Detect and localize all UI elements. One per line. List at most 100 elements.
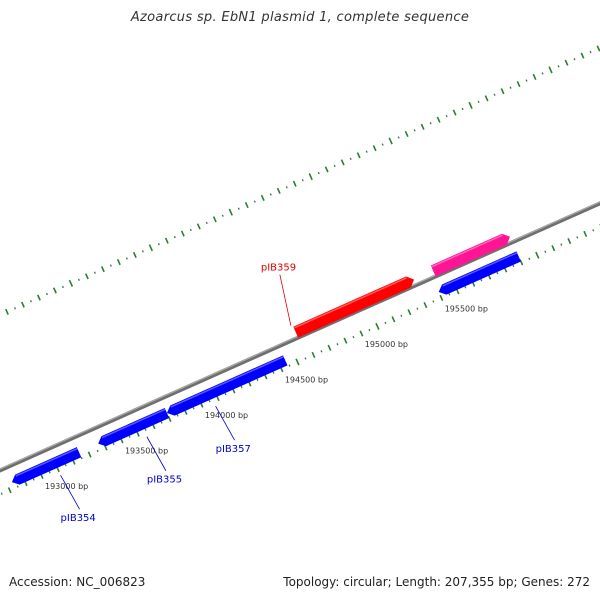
inner-scale-mark bbox=[464, 286, 467, 289]
inner-scale-mark bbox=[176, 414, 179, 417]
outer-scale-mark bbox=[292, 180, 297, 187]
outer-scale-mark bbox=[532, 73, 537, 81]
inner-scale-mark bbox=[359, 330, 364, 337]
outer-scale-mark bbox=[324, 166, 329, 173]
inner-scale-mark bbox=[496, 271, 499, 275]
outer-scale-mark bbox=[21, 301, 25, 308]
inner-scale-mark bbox=[224, 392, 227, 396]
outer-scale-mark bbox=[77, 278, 80, 281]
inner-scale-mark bbox=[375, 322, 380, 330]
inner-scale-mark bbox=[528, 257, 531, 260]
inner-scale-mark bbox=[551, 245, 556, 252]
outer-scale-mark bbox=[93, 271, 96, 274]
gene-leader-line bbox=[60, 474, 80, 510]
outer-scale-mark bbox=[125, 257, 128, 260]
gene-arrow-gene-blue-right bbox=[438, 251, 521, 295]
outer-scale-mark bbox=[413, 129, 416, 132]
outer-scale-mark bbox=[61, 285, 64, 289]
outer-scale-mark bbox=[541, 72, 544, 75]
accession-text: Accession: NC_006823 bbox=[9, 575, 146, 589]
inner-scale-mark bbox=[64, 464, 67, 467]
outer-scale-mark bbox=[589, 50, 592, 54]
scale-tick-label: 194000 bp bbox=[205, 411, 248, 420]
outer-scale-mark bbox=[509, 86, 512, 89]
outer-scale-mark bbox=[244, 202, 249, 209]
outer-scale-mark bbox=[573, 57, 576, 61]
outer-scale-mark bbox=[269, 193, 272, 196]
inner-scale-mark bbox=[480, 278, 483, 282]
outer-scale-mark bbox=[356, 152, 361, 159]
outer-scale-mark bbox=[516, 81, 521, 88]
scale-tick-label: 193500 bp bbox=[125, 447, 168, 456]
outer-scale-mark bbox=[596, 45, 600, 52]
outer-scale-mark bbox=[500, 88, 505, 95]
inner-scale-mark bbox=[432, 300, 435, 303]
inner-scale-mark bbox=[423, 302, 428, 309]
gene-shine bbox=[101, 408, 166, 439]
outer-scale-mark bbox=[580, 52, 585, 59]
outer-scale-mark bbox=[317, 171, 320, 175]
outer-scale-mark bbox=[157, 243, 160, 246]
outer-scale-mark bbox=[557, 65, 560, 68]
inner-scale-mark bbox=[560, 243, 563, 246]
gene-shine bbox=[431, 234, 503, 268]
inner-scale-mark bbox=[295, 358, 300, 366]
outer-scale-mark bbox=[68, 279, 74, 287]
outer-scale-mark bbox=[221, 214, 224, 217]
inner-scale-mark bbox=[144, 428, 147, 431]
outer-scale-mark bbox=[228, 208, 233, 216]
outer-scale-mark bbox=[429, 122, 432, 125]
outer-scale-mark bbox=[404, 130, 409, 137]
outer-scale-mark bbox=[452, 109, 457, 116]
outer-scale-mark bbox=[340, 159, 345, 166]
outer-scale-mark bbox=[13, 307, 16, 310]
inner-scale-mark bbox=[48, 471, 51, 474]
outer-scale-mark bbox=[52, 287, 57, 294]
outer-scale-mark bbox=[164, 237, 169, 244]
gene-arrow-pIB359 bbox=[293, 276, 415, 338]
inner-scale-mark bbox=[288, 364, 291, 367]
inner-scale-mark bbox=[400, 314, 403, 317]
inner-scale-mark bbox=[320, 350, 323, 353]
inner-scale-mark bbox=[128, 435, 131, 438]
outer-scale-mark bbox=[420, 123, 425, 130]
outer-scale-mark bbox=[564, 59, 569, 66]
inner-scale-mark bbox=[416, 307, 419, 310]
topology-info-text: Topology: circular; Length: 207,355 bp; … bbox=[283, 575, 590, 589]
outer-scale-mark bbox=[301, 178, 304, 182]
outer-scale-mark bbox=[493, 93, 496, 96]
inner-scale-mark bbox=[87, 451, 92, 458]
inner-scale-mark bbox=[567, 237, 572, 245]
outer-scale-mark bbox=[333, 164, 336, 168]
outer-scale-mark bbox=[388, 137, 393, 145]
gene-shine bbox=[442, 252, 518, 287]
inner-scale-mark bbox=[240, 385, 243, 389]
outer-scale-mark bbox=[548, 66, 553, 74]
inner-scale-mark bbox=[407, 309, 412, 316]
gene-arrow-pIB354 bbox=[11, 447, 82, 485]
outer-scale-mark bbox=[372, 145, 377, 152]
inner-scale-mark bbox=[439, 294, 444, 302]
backbone-line bbox=[0, 201, 600, 473]
outer-scale-mark bbox=[100, 266, 105, 273]
inner-scale-mark bbox=[160, 421, 163, 424]
outer-scale-mark bbox=[212, 216, 217, 223]
inner-scale-mark bbox=[208, 399, 211, 403]
outer-scale-mark bbox=[180, 230, 185, 237]
outer-scale-mark bbox=[132, 251, 137, 258]
outer-scale-mark bbox=[109, 264, 112, 267]
outer-scale-mark bbox=[148, 244, 154, 252]
inner-scale-mark bbox=[7, 487, 12, 494]
inner-scale-mark bbox=[336, 343, 339, 346]
inner-scale-mark bbox=[343, 337, 348, 344]
map-title: Azoarcus sp. EbN1 plasmid 1, complete se… bbox=[130, 10, 470, 25]
outer-scale-mark bbox=[116, 258, 121, 266]
gene-leader-line bbox=[279, 274, 292, 326]
inner-scale-mark bbox=[512, 264, 515, 268]
genes bbox=[11, 233, 521, 485]
outer-scale-mark bbox=[173, 235, 176, 239]
gene-arrow-pIB357 bbox=[166, 355, 288, 416]
outer-scale-mark bbox=[461, 107, 464, 111]
inner-scale-mark bbox=[112, 442, 115, 446]
